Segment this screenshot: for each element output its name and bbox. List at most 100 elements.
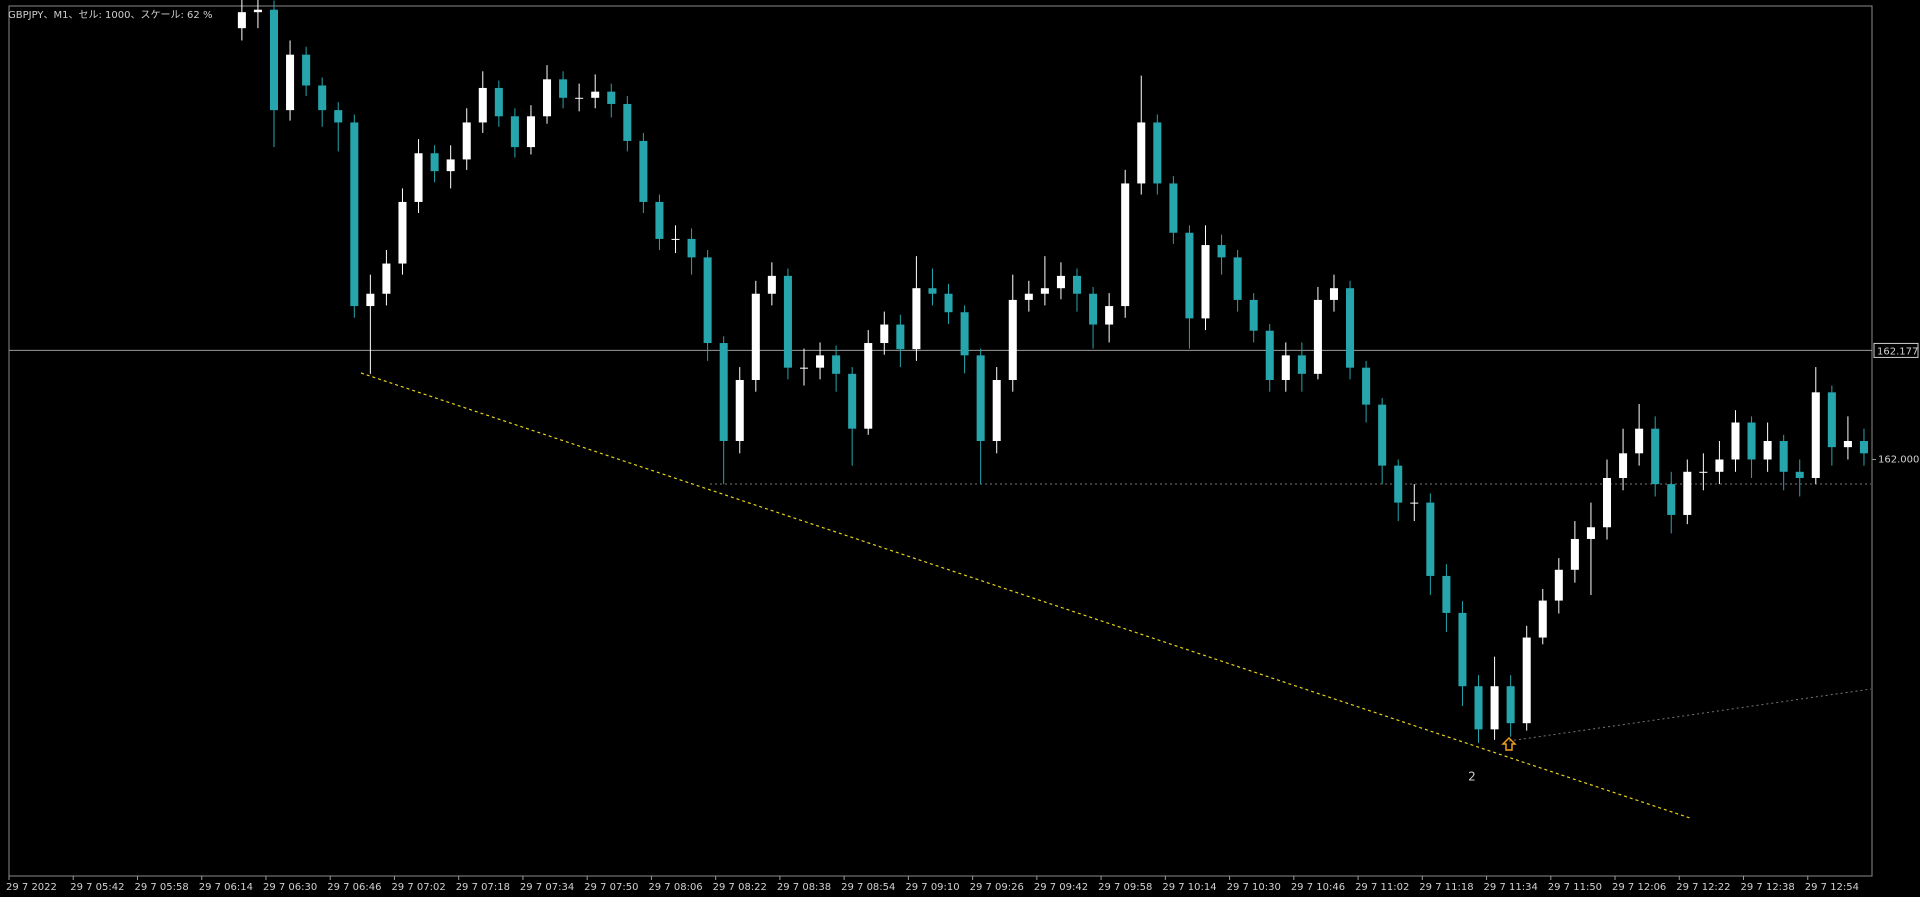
x-tick-label: 29 7 10:46 bbox=[1291, 882, 1345, 893]
candle-body bbox=[1362, 367, 1371, 405]
x-tick-label: 29 7 11:18 bbox=[1419, 882, 1473, 893]
candle-body bbox=[783, 275, 792, 368]
candle-body bbox=[1233, 257, 1242, 300]
projection-line bbox=[1508, 688, 1872, 742]
candle-body bbox=[398, 201, 407, 264]
candle-body bbox=[1667, 484, 1676, 515]
candle-body bbox=[1779, 441, 1788, 472]
candle-body bbox=[1747, 422, 1756, 460]
candle-body bbox=[1699, 471, 1708, 473]
price-label-box bbox=[1873, 342, 1919, 358]
candle-body bbox=[1731, 422, 1740, 460]
x-tick-label: 29 7 08:54 bbox=[841, 882, 895, 893]
candle-body bbox=[703, 257, 712, 344]
candle-body bbox=[318, 85, 327, 111]
x-tick-label: 29 7 07:02 bbox=[391, 882, 445, 893]
buy-arrow bbox=[1501, 736, 1517, 751]
x-tick-label: 29 7 11:02 bbox=[1355, 882, 1409, 893]
x-tick-label: 29 7 05:42 bbox=[70, 882, 124, 893]
candle-body bbox=[478, 87, 487, 123]
candle-body bbox=[1522, 637, 1531, 724]
candle-body bbox=[1153, 122, 1162, 184]
candle-body bbox=[1089, 293, 1098, 325]
candle-body bbox=[687, 238, 696, 258]
x-tick-label: 29 7 05:58 bbox=[134, 882, 188, 893]
candle-body bbox=[607, 91, 616, 104]
candle-body bbox=[880, 324, 889, 344]
candle-body bbox=[1619, 453, 1628, 478]
candle-body bbox=[1137, 122, 1146, 184]
candle-body bbox=[430, 153, 439, 172]
candle-body bbox=[1554, 569, 1563, 601]
candle-body bbox=[1442, 575, 1451, 613]
candle-body bbox=[1827, 392, 1836, 448]
candle-body bbox=[1410, 502, 1419, 504]
x-tick-label: 29 7 06:30 bbox=[263, 882, 317, 893]
candle-body bbox=[1570, 538, 1579, 570]
candle-body bbox=[944, 293, 953, 313]
candle-body bbox=[1249, 299, 1258, 331]
x-tick-label: 29 7 10:14 bbox=[1162, 882, 1216, 893]
candle-body bbox=[237, 12, 246, 29]
candle-body bbox=[575, 97, 584, 99]
candle-body bbox=[1201, 245, 1210, 319]
x-tick-label: 29 7 12:54 bbox=[1805, 882, 1859, 893]
candle-body bbox=[269, 9, 279, 111]
candle-body bbox=[1763, 441, 1772, 460]
x-tick-label: 29 7 12:38 bbox=[1741, 882, 1795, 893]
x-tick-label: 29 7 06:46 bbox=[327, 882, 381, 893]
candle-body bbox=[1586, 527, 1595, 539]
x-tick-label: 29 7 12:06 bbox=[1612, 882, 1666, 893]
candle-body bbox=[992, 380, 1001, 441]
candle-body bbox=[1329, 288, 1338, 300]
candle-body bbox=[1859, 441, 1868, 454]
x-tick-label: 29 7 10:30 bbox=[1227, 882, 1281, 893]
candle-body bbox=[1602, 477, 1612, 528]
candle-body bbox=[1056, 275, 1065, 289]
candle-body bbox=[928, 288, 937, 294]
candle-body bbox=[1313, 299, 1322, 374]
candle-body bbox=[1024, 293, 1033, 300]
candle-body bbox=[864, 343, 873, 429]
candle-body bbox=[1843, 441, 1852, 448]
candle-body bbox=[623, 103, 632, 141]
candle-body bbox=[655, 201, 664, 239]
candle-body bbox=[735, 380, 744, 441]
candle-body bbox=[671, 238, 680, 240]
candle-body bbox=[1474, 686, 1483, 730]
chart-title: GBPJPY、M1、セル: 1000、スケール: 62 % bbox=[8, 9, 212, 21]
candle-body bbox=[446, 159, 455, 172]
candle-body bbox=[1811, 392, 1820, 478]
candle-body bbox=[1715, 459, 1724, 472]
candle-body bbox=[912, 288, 921, 350]
candle-body bbox=[816, 355, 825, 368]
x-tick-label: 29 7 2022 bbox=[6, 882, 57, 893]
x-tick-label: 29 7 12:22 bbox=[1676, 882, 1730, 893]
candle-body bbox=[1458, 612, 1467, 687]
candle-body bbox=[382, 263, 391, 294]
candle-body bbox=[1072, 275, 1082, 294]
x-tick-label: 29 7 08:22 bbox=[713, 882, 767, 893]
candle-body bbox=[302, 54, 311, 86]
candle-body bbox=[639, 140, 648, 202]
candle-body bbox=[1346, 288, 1355, 368]
candle-body bbox=[1040, 288, 1049, 294]
candle-body bbox=[366, 293, 375, 307]
x-tick-label: 29 7 07:50 bbox=[584, 882, 638, 893]
candle-body bbox=[751, 293, 760, 381]
candle-body bbox=[767, 275, 776, 294]
candle-body bbox=[253, 9, 262, 13]
x-tick-label: 29 7 07:34 bbox=[520, 882, 574, 893]
candle-body bbox=[896, 324, 905, 350]
candle-body bbox=[1217, 245, 1226, 258]
plot-frame bbox=[8, 5, 1873, 877]
candle-body bbox=[719, 343, 728, 441]
candle-body bbox=[1795, 471, 1804, 478]
candle-body bbox=[848, 373, 857, 429]
candle-body bbox=[591, 91, 600, 98]
candle-body bbox=[1426, 502, 1435, 576]
annotation: 2 bbox=[1468, 770, 1476, 784]
x-tick-label: 29 7 11:34 bbox=[1484, 882, 1538, 893]
